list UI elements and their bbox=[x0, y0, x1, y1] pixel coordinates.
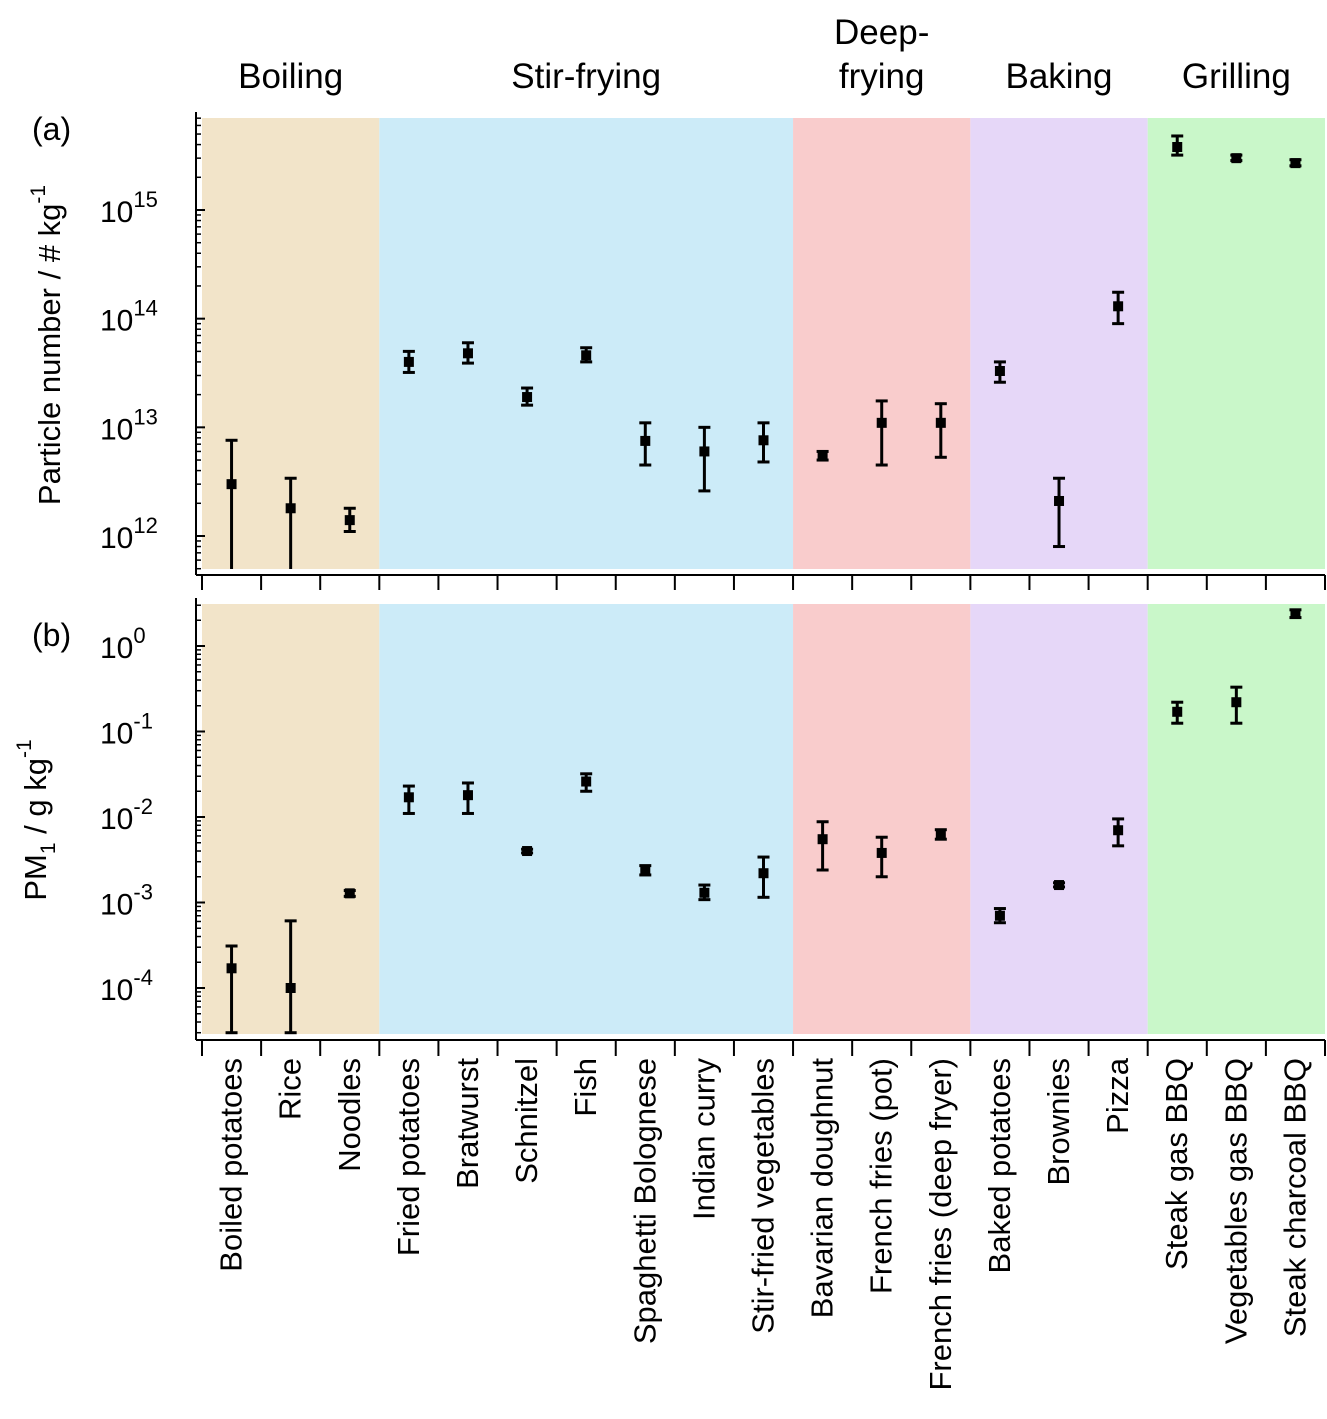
category-label-12: French fries (deep fryer) bbox=[923, 1058, 958, 1391]
data-point-b-0 bbox=[226, 963, 237, 974]
data-point-b-7 bbox=[640, 864, 651, 875]
panel-b: 10-4 10-3 10-2 10-1 100 (b) PM1 / g kg-1 bbox=[13, 598, 1326, 1056]
data-point-a-17 bbox=[1231, 153, 1242, 164]
group-header-1: Stir-frying bbox=[511, 57, 661, 96]
error-bar-a-11 bbox=[875, 399, 888, 467]
data-point-a-10 bbox=[817, 451, 828, 462]
group-header-3: Baking bbox=[1006, 57, 1113, 96]
category-label-16: Steak gas BBQ bbox=[1159, 1058, 1194, 1270]
category-label-11: French fries (pot) bbox=[864, 1058, 899, 1294]
error-bar-a-0 bbox=[225, 438, 238, 569]
group-band-a-1 bbox=[379, 118, 794, 569]
category-label-14: Brownies bbox=[1041, 1058, 1076, 1186]
y-tick-label-b-1: 10-3 bbox=[100, 880, 153, 922]
category-label-7: Spaghetti Bolognese bbox=[627, 1058, 662, 1344]
data-point-a-14 bbox=[1054, 495, 1065, 506]
y-tick-label-b-2: 10-2 bbox=[100, 794, 153, 836]
group-band-b-1 bbox=[379, 604, 794, 1034]
y-tick-label-a-3: 1015 bbox=[100, 187, 158, 229]
panel-label-a: (a) bbox=[32, 111, 71, 147]
data-point-b-5 bbox=[522, 846, 533, 857]
error-bar-b-10 bbox=[816, 820, 829, 872]
error-bar-a-12 bbox=[934, 402, 947, 459]
category-label-9: Stir-fried vegetables bbox=[746, 1058, 781, 1334]
y-tick-label-b-4: 100 bbox=[100, 623, 146, 665]
group-band-b-4 bbox=[1147, 604, 1325, 1034]
data-point-a-5 bbox=[522, 392, 533, 403]
data-point-a-8 bbox=[699, 446, 710, 457]
data-point-b-17 bbox=[1231, 697, 1242, 708]
data-point-a-6 bbox=[581, 350, 592, 361]
y-axis-title-b: PM1 / g kg-1 bbox=[13, 739, 60, 900]
error-bar-b-0 bbox=[225, 944, 238, 1035]
data-point-b-18 bbox=[1290, 608, 1301, 619]
category-label-6: Fish bbox=[568, 1058, 603, 1117]
category-label-0: Boiled potatoes bbox=[214, 1058, 249, 1272]
category-label-4: Bratwurst bbox=[450, 1058, 485, 1189]
data-point-a-9 bbox=[758, 435, 769, 446]
category-labels: Boiled potatoes Rice Noodles Fried potatoes… bbox=[214, 1057, 1313, 1390]
panel-label-b: (b) bbox=[32, 617, 71, 653]
category-label-18: Steak charcoal BBQ bbox=[1277, 1058, 1312, 1337]
data-point-b-12 bbox=[935, 829, 946, 840]
error-bar-a-14 bbox=[1053, 476, 1066, 549]
y-tick-label-b-3: 10-1 bbox=[100, 709, 153, 751]
data-point-b-3 bbox=[403, 792, 414, 803]
y-tick-label-a-1: 1013 bbox=[100, 404, 158, 446]
data-point-a-2 bbox=[344, 515, 355, 526]
group-header-4: Grilling bbox=[1182, 57, 1291, 96]
data-point-a-7 bbox=[640, 435, 651, 446]
data-point-a-1 bbox=[285, 503, 296, 514]
group-band-a-4 bbox=[1147, 118, 1325, 569]
y-axis-title-a: Particle number / # kg-1 bbox=[27, 185, 67, 505]
category-label-13: Baked potatoes bbox=[982, 1058, 1017, 1273]
y-tick-label-a-2: 1014 bbox=[100, 296, 158, 338]
data-point-a-11 bbox=[876, 417, 887, 428]
group-header-2: Deep-frying bbox=[834, 13, 929, 96]
data-point-b-6 bbox=[581, 776, 592, 787]
data-point-b-9 bbox=[758, 868, 769, 879]
error-bar-a-1 bbox=[284, 476, 297, 569]
category-label-2: Noodles bbox=[332, 1058, 367, 1172]
data-point-a-15 bbox=[1113, 301, 1124, 312]
data-point-a-4 bbox=[462, 348, 473, 359]
category-label-8: Indian curry bbox=[686, 1058, 721, 1220]
category-label-10: Bavarian doughnut bbox=[805, 1058, 840, 1319]
error-bar-b-1 bbox=[284, 919, 297, 1035]
data-point-a-3 bbox=[403, 356, 414, 367]
data-point-b-4 bbox=[462, 790, 473, 801]
category-label-17: Vegetables gas BBQ bbox=[1218, 1058, 1253, 1344]
data-point-a-16 bbox=[1172, 141, 1183, 152]
data-point-b-15 bbox=[1113, 825, 1124, 836]
group-headers: Boiling Stir-frying Deep-frying Baking Grill… bbox=[238, 13, 1291, 96]
data-point-b-11 bbox=[876, 847, 887, 858]
y-tick-label-a-0: 1012 bbox=[100, 513, 158, 555]
data-point-a-13 bbox=[994, 365, 1005, 376]
data-point-b-1 bbox=[285, 983, 296, 993]
category-label-3: Fried potatoes bbox=[391, 1058, 426, 1256]
panel-a: 1012 1013 1014 1015 (a) Particle number / # k… bbox=[27, 111, 1326, 590]
data-point-b-14 bbox=[1054, 880, 1065, 891]
data-point-b-10 bbox=[817, 834, 828, 845]
data-point-b-8 bbox=[699, 887, 710, 898]
group-band-a-2 bbox=[793, 118, 971, 569]
data-point-a-18 bbox=[1290, 158, 1301, 169]
category-label-1: Rice bbox=[273, 1058, 308, 1120]
category-label-15: Pizza bbox=[1100, 1057, 1135, 1134]
group-header-0: Boiling bbox=[238, 57, 343, 96]
data-point-a-12 bbox=[935, 417, 946, 428]
category-label-5: Schnitzel bbox=[509, 1058, 544, 1184]
data-point-b-13 bbox=[994, 910, 1005, 921]
error-bar-a-8 bbox=[698, 425, 711, 493]
data-point-b-2 bbox=[344, 888, 355, 899]
group-band-b-2 bbox=[793, 604, 971, 1034]
data-point-b-16 bbox=[1172, 706, 1183, 717]
y-tick-label-b-0: 10-4 bbox=[100, 965, 153, 1007]
data-point-a-0 bbox=[226, 479, 237, 490]
